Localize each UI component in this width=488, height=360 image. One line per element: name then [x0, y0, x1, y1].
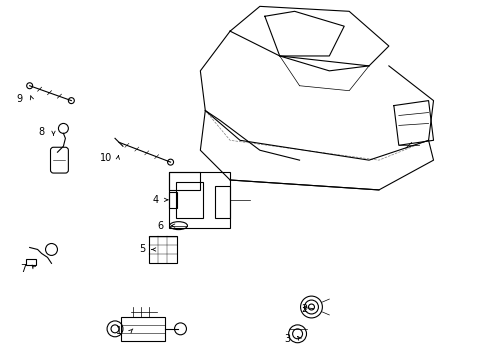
Bar [121, 317, 164, 341]
Text: 6: 6 [157, 221, 163, 231]
Text: 1: 1 [116, 326, 122, 336]
Text: 5: 5 [140, 244, 145, 255]
Text: 7: 7 [20, 264, 27, 274]
Bar [148, 235, 176, 264]
Text: 4: 4 [152, 195, 159, 205]
Text: 8: 8 [39, 127, 44, 138]
Bar [26, 260, 36, 265]
Text: 3: 3 [284, 334, 290, 344]
Bar [215, 186, 230, 218]
Text: 2: 2 [301, 304, 307, 314]
Bar [168, 192, 176, 208]
Bar [175, 182, 203, 218]
Bar [168, 172, 200, 190]
Bar [168, 172, 230, 228]
Text: 9: 9 [17, 94, 23, 104]
Text: 10: 10 [100, 153, 112, 163]
